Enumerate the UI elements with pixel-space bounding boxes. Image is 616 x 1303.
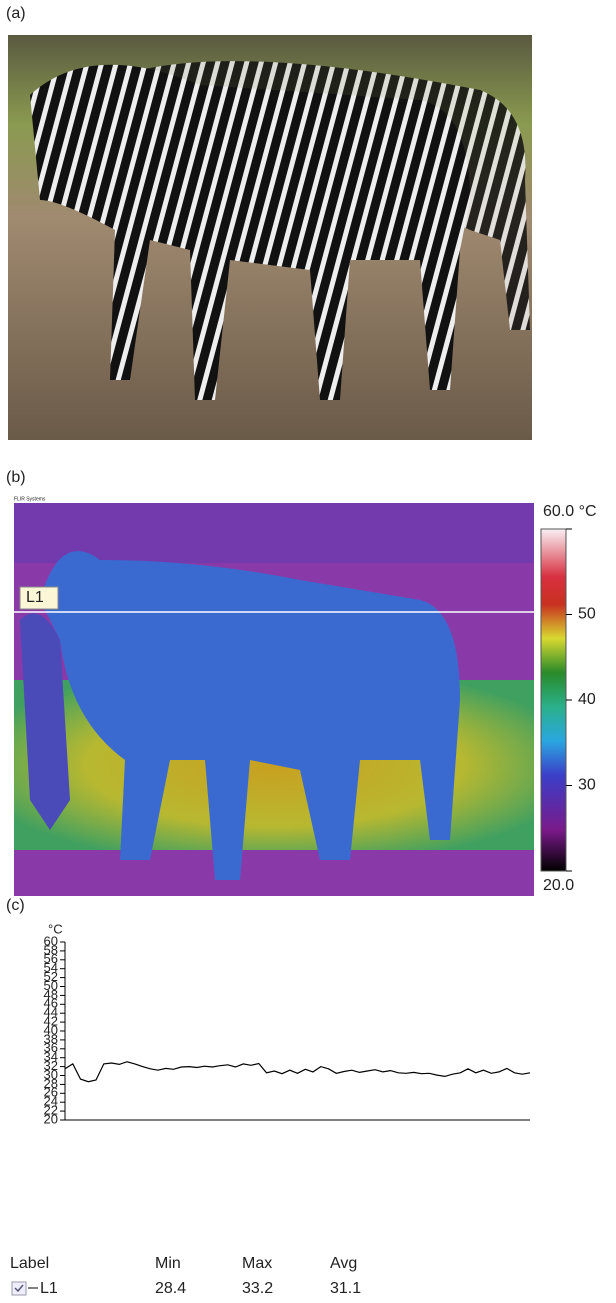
series-line [65,1062,530,1082]
colorbar-tick-label: 50 [578,606,596,623]
panel-label: (c) [6,897,25,914]
stats-table: Label Min Max Avg L1 28.4 33.2 31.1 [10,1255,361,1297]
thermal-bg [14,503,534,563]
colorbar [541,529,566,871]
panel-label: (a) [6,5,26,22]
colorbar-tick-label: 20.0 [543,877,574,894]
table-header: Max [242,1255,272,1272]
table-cell: L1 [40,1280,58,1297]
panel-label: (b) [6,469,26,486]
colorbar-tick-label: 40 [578,691,596,708]
figure: (a) (b) FLIR Systems L1 60.0 °C 50 40 30 20.… [0,0,616,1303]
table-cell: 28.4 [155,1280,186,1297]
y-tick-label: 60 [44,933,58,948]
line-label: L1 [26,589,44,606]
colorbar-tick-label: 30 [578,777,596,794]
line-chart: 2022242628303234363840424446485052545658… [44,933,530,1126]
checkbox [12,1282,26,1295]
table-cell: 31.1 [330,1280,361,1297]
table-header: Min [155,1255,181,1272]
table-header: Avg [330,1255,357,1272]
colorbar-tick-label: 60.0 °C [543,503,597,520]
brand: FLIR Systems [14,496,46,502]
table-cell: 33.2 [242,1280,273,1297]
table-header: Label [10,1255,49,1272]
